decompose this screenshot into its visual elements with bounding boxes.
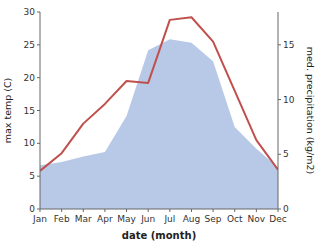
y-tick-label: 15: [24, 106, 35, 116]
y-tick: [37, 143, 40, 144]
x-tick-label: Apr: [97, 214, 113, 224]
y-tick: [37, 12, 40, 13]
x-axis-label: date (month): [122, 230, 196, 241]
x-tick-label: Jul: [163, 214, 175, 224]
x-tick-label: Sep: [205, 214, 222, 224]
y2-tick: [278, 44, 281, 45]
y2-tick: [278, 154, 281, 155]
y2-axis-label: med. precipitation (kg/m2): [305, 47, 316, 174]
y-tick: [37, 77, 40, 78]
x-tick-label: Aug: [183, 214, 201, 224]
x-tick-label: Dec: [269, 214, 286, 224]
x-tick: [83, 209, 84, 212]
x-tick: [126, 209, 127, 212]
x-tick: [61, 209, 62, 212]
y-tick-label: 25: [24, 40, 35, 50]
x-tick-label: May: [117, 214, 136, 224]
y-tick: [37, 44, 40, 45]
y2-tick: [278, 99, 281, 100]
line: [40, 17, 278, 171]
y-tick: [37, 209, 40, 210]
x-tick: [256, 209, 257, 212]
x-tick-label: Feb: [54, 214, 70, 224]
x-tick-label: Oct: [227, 214, 243, 224]
y2-tick-label: 5: [283, 149, 289, 159]
x-tick-label: Nov: [248, 214, 266, 224]
x-tick: [148, 209, 149, 212]
y2-tick-label: 15: [283, 40, 294, 50]
y-tick-label: 10: [24, 138, 36, 148]
y-tick: [37, 176, 40, 177]
x-tick: [169, 209, 170, 212]
y-tick-label: 0: [29, 204, 35, 214]
chart-container: JanFebMarAprMayJunJulAugSepOctNovDec0510…: [0, 0, 318, 247]
y2-tick: [278, 209, 281, 210]
x-tick: [234, 209, 235, 212]
y-tick-label: 20: [24, 73, 36, 83]
y2-tick-label: 10: [283, 95, 295, 105]
chart: JanFebMarAprMayJunJulAugSepOctNovDec0510…: [0, 0, 318, 247]
y-axis-label: max temp (C): [2, 78, 13, 144]
y-tick-label: 30: [24, 7, 36, 17]
y-tick: [37, 110, 40, 111]
y-tick-label: 5: [29, 171, 35, 181]
x-tick: [104, 209, 105, 212]
x-tick: [213, 209, 214, 212]
area: [40, 39, 278, 209]
x-tick: [191, 209, 192, 212]
x-axis: [40, 209, 278, 210]
plot-area: [40, 17, 278, 209]
y2-tick-label: 0: [283, 204, 289, 214]
x-tick-label: Jun: [140, 214, 155, 224]
y2-axis: [278, 12, 279, 209]
x-tick-label: Mar: [75, 214, 92, 224]
x-tick-label: Jan: [32, 214, 47, 224]
